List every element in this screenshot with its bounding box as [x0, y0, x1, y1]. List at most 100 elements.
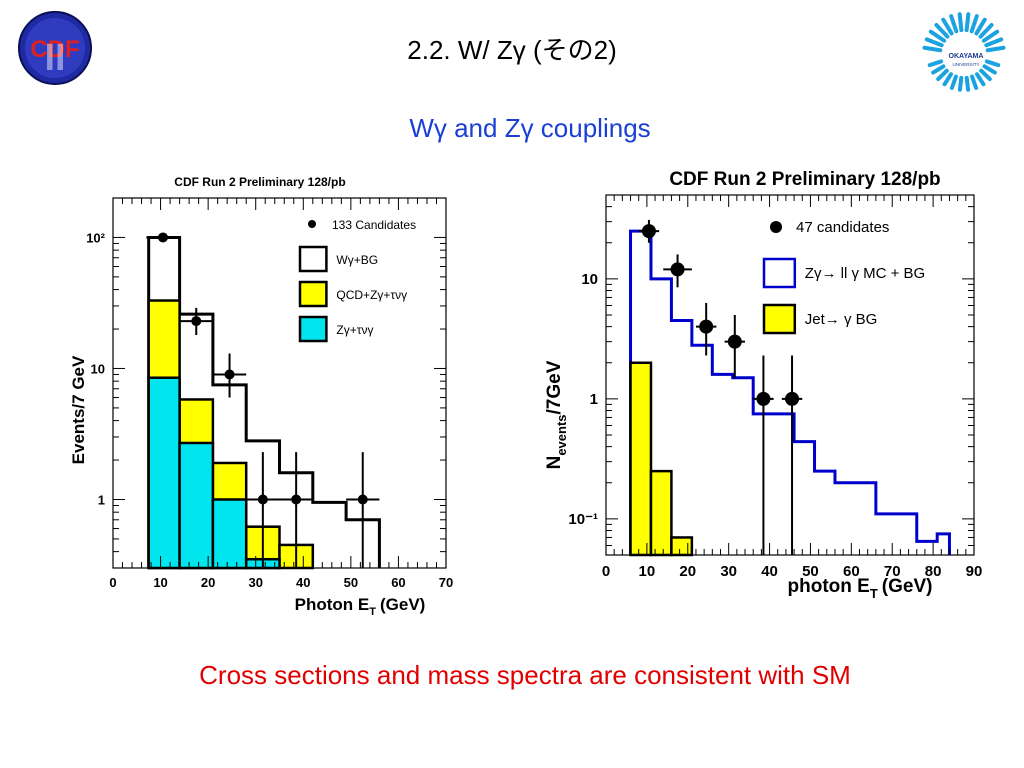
chart-left-legend-swatch — [298, 245, 328, 273]
chart-right-series-1-bar — [649, 469, 673, 557]
chart-right-xtick-label: 20 — [679, 563, 696, 580]
logo-ray — [957, 75, 964, 92]
logo-ray — [957, 12, 964, 33]
chart-left-series-2-bar — [147, 376, 181, 570]
logo-ray — [982, 64, 997, 75]
logo-ray — [984, 37, 1004, 48]
chart-right-ylabel-unit: /7GeV — [544, 360, 565, 414]
chart-right-legend-label: Jet→ γ BG — [805, 311, 878, 328]
chart-right: CDF Run 2 Preliminary 128/pb 10⁻¹ 1 10 0 10 2… — [544, 169, 983, 601]
chart-left-xtick-label: 0 — [109, 575, 116, 590]
chart-right-legend-label: Zγ→ ll γ MC + BG — [805, 265, 925, 282]
slide-subtitle: Wγ and Zγ couplings — [409, 113, 651, 143]
chart-right-xtick-label: 40 — [761, 563, 778, 580]
chart-right-data-point — [756, 391, 771, 406]
chart-right-data-point — [699, 319, 714, 334]
chart-left-xlabel-main: Photon E — [295, 595, 370, 614]
chart-left-legend-swatch — [298, 280, 328, 308]
chart-right-legend-swatch — [762, 303, 797, 335]
okayama-logo-subtext: UNIVERSITY — [952, 62, 979, 67]
chart-right-legend-marker — [770, 221, 782, 233]
chart-left-xtick-label: 20 — [201, 575, 215, 590]
logo-ray — [949, 74, 958, 90]
chart-left-ytick-label: 10 — [91, 361, 105, 376]
logo-ray — [934, 23, 950, 39]
logo-ray — [984, 59, 1001, 68]
logo-ray — [981, 29, 1000, 43]
chart-right-data-point — [641, 224, 656, 239]
logo-ray — [936, 68, 949, 82]
chart-right-legend-swatch — [762, 257, 797, 289]
chart-right-ytick-label: 10 — [581, 271, 598, 288]
logo-ray — [974, 72, 986, 87]
logo-ray — [969, 14, 979, 34]
chart-right-xtick-label: 70 — [884, 563, 901, 580]
chart-left-data-point — [357, 494, 368, 505]
chart-right-legend-label: 47 candidates — [796, 219, 889, 236]
chart-right-xtick-label: 30 — [720, 563, 737, 580]
chart-right-data-point — [727, 334, 742, 349]
chart-left-xlabel: Photon ET (GeV) — [295, 595, 426, 618]
chart-left-ylabel: Events/7 GeV — [69, 355, 88, 464]
logo-ray — [949, 14, 959, 34]
logo-ray — [922, 45, 943, 53]
chart-right-ylabel-sub: events — [554, 414, 569, 455]
chart-left-xtick-label: 50 — [344, 575, 358, 590]
chart-right-xlabel-sub: T — [870, 586, 878, 601]
logo-ray — [985, 45, 1006, 53]
logo-ray — [931, 64, 946, 75]
chart-left-data-point — [191, 316, 202, 327]
chart-right-series-1-bar — [629, 361, 653, 557]
chart-left-xtick-label: 40 — [296, 575, 310, 590]
chart-left-legend-label: Zγ+τνγ — [336, 323, 373, 337]
chart-left-ytick-label: 1 — [98, 492, 105, 507]
chart-left: CDF Run 2 Preliminary 128/pb 1 10 10² 0 10 20… — [69, 175, 453, 618]
chart-right-ytick-label: 1 — [590, 391, 598, 408]
okayama-logo-text: OKAYAMA — [949, 53, 984, 60]
chart-right-xtick-label: 0 — [602, 563, 610, 580]
chart-left-legend-label: Wγ+BG — [336, 253, 378, 267]
chart-left-xtick-label: 60 — [391, 575, 405, 590]
chart-left-data-point — [224, 369, 235, 380]
chart-right-xlabel-main: photon E — [788, 576, 870, 597]
logo-ray — [970, 74, 979, 90]
chart-left-series-0-outline — [147, 235, 381, 568]
chart-left-xlabel-sub: T — [369, 606, 376, 618]
chart-right-xtick-label: 50 — [802, 563, 819, 580]
chart-right-xlabel-unit: (GeV) — [882, 576, 933, 597]
chart-left-data-point — [291, 494, 302, 505]
logo-ray — [928, 29, 947, 43]
chart-right-ytick-label: 10⁻¹ — [568, 511, 598, 528]
chart-left-xtick-label: 10 — [153, 575, 167, 590]
logo-ray — [942, 72, 954, 87]
chart-left-series-2-bar — [211, 498, 248, 570]
logo-ray — [978, 23, 994, 39]
cdf-logo-numeral: II — [44, 37, 65, 79]
chart-left-xtick-label: 70 — [439, 575, 453, 590]
chart-right-series-0-outline — [629, 229, 951, 555]
slide-footer: Cross sections and mass spectra are cons… — [199, 660, 851, 690]
chart-right-xtick-label: 80 — [925, 563, 942, 580]
chart-left-ytick-label: 10² — [86, 230, 105, 245]
chart-left-title: CDF Run 2 Preliminary 128/pb — [174, 175, 345, 189]
chart-left-data-point — [257, 494, 268, 505]
chart-left-xlabel-unit: (GeV) — [380, 595, 425, 614]
chart-right-data-point — [670, 262, 685, 277]
chart-left-series-2-bar — [178, 441, 215, 570]
logo-ray — [941, 17, 954, 36]
chart-right-plot-frame — [605, 194, 975, 556]
chart-left-xtick-label: 30 — [248, 575, 262, 590]
chart-left-legend-label: QCD+Zγ+τνγ — [336, 288, 407, 302]
logo-ray — [974, 17, 987, 36]
logo-ray — [964, 12, 971, 33]
chart-left-data-point — [157, 232, 168, 243]
chart-right-xtick-label: 10 — [639, 563, 656, 580]
cdf-logo-text: CDF — [30, 36, 79, 63]
cdf-logo: CDF II — [18, 11, 92, 85]
logo-ray — [964, 75, 971, 92]
chart-right-xtick-label: 90 — [966, 563, 983, 580]
okayama-university-logo: OKAYAMA UNIVERSITY — [922, 12, 1006, 92]
chart-right-ylabel: Nevents/7GeV — [544, 360, 569, 469]
chart-right-data-point — [785, 391, 800, 406]
chart-left-legend-label: 133 Candidates — [332, 218, 416, 232]
